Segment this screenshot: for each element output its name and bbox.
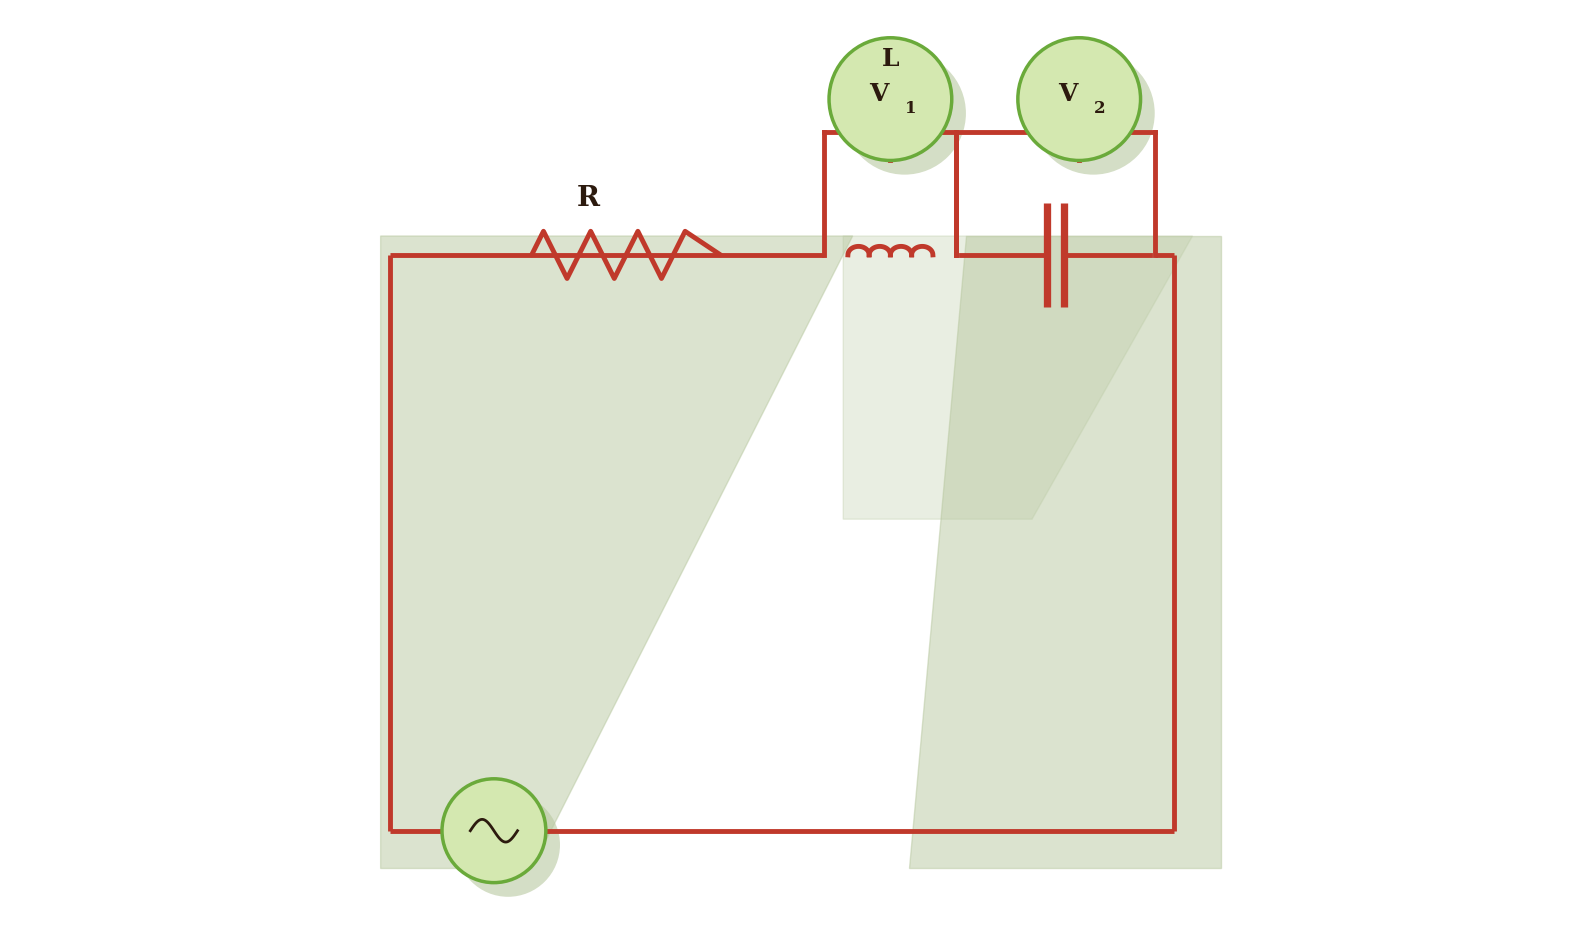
- Circle shape: [1017, 38, 1140, 160]
- Text: 2: 2: [1094, 100, 1106, 117]
- Polygon shape: [909, 236, 1221, 868]
- Text: V: V: [1059, 82, 1078, 107]
- Circle shape: [829, 38, 952, 160]
- Circle shape: [844, 52, 966, 175]
- Polygon shape: [380, 236, 853, 868]
- Circle shape: [1032, 52, 1154, 175]
- Circle shape: [457, 793, 560, 897]
- Text: V: V: [869, 82, 888, 107]
- Text: R: R: [576, 185, 600, 212]
- Text: 1: 1: [906, 100, 917, 117]
- Circle shape: [443, 779, 546, 883]
- Polygon shape: [844, 236, 1192, 519]
- Text: L: L: [882, 47, 899, 71]
